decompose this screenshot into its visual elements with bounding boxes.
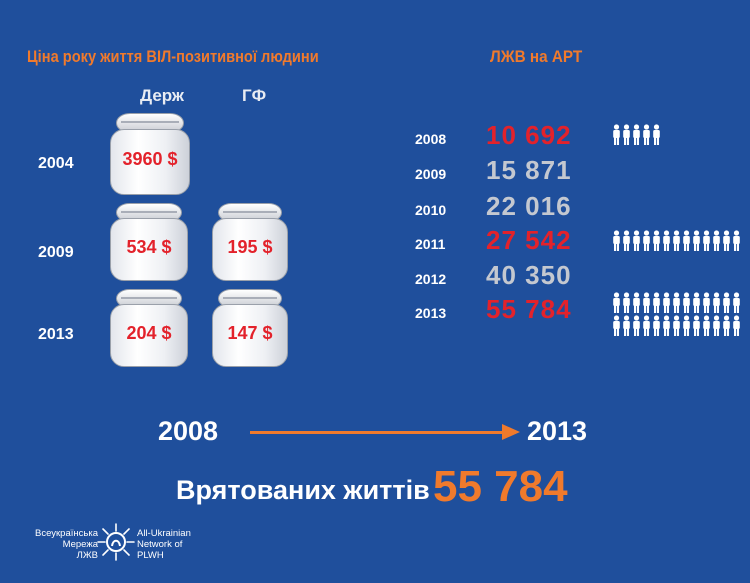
network-logo-icon	[97, 523, 135, 561]
plwh-year-2011: 2011	[415, 236, 446, 252]
logo-ua-line: ЛЖВ	[76, 550, 98, 561]
person-icon	[712, 315, 721, 336]
jar-body	[110, 128, 190, 195]
jar-body	[212, 303, 288, 367]
person-icon	[702, 230, 711, 251]
timeline-from: 2008	[158, 416, 219, 446]
saved-lives-label: Врятованих життів	[176, 475, 430, 505]
price-gov-2004: 3960 $	[122, 149, 178, 170]
person-icon	[682, 230, 691, 251]
person-icon	[662, 315, 671, 336]
jar-body	[212, 217, 288, 281]
person-icon	[612, 292, 621, 313]
person-icon	[622, 230, 631, 251]
person-icon	[722, 315, 731, 336]
jar-body	[110, 217, 188, 281]
person-icon	[652, 230, 661, 251]
person-icon	[682, 315, 691, 336]
jar-body	[110, 303, 188, 367]
person-icon	[612, 124, 621, 145]
person-icon	[642, 292, 651, 313]
person-icon	[632, 292, 641, 313]
person-icon	[672, 315, 681, 336]
price-gov-2009: 534 $	[126, 237, 172, 258]
person-icon	[722, 292, 731, 313]
plwh-value-2009: 15 871	[486, 155, 572, 185]
person-icon	[622, 292, 631, 313]
timeline-to: 2013	[527, 416, 588, 446]
cost-year-2009: 2009	[38, 244, 74, 261]
price-gov-2013: 204 $	[126, 323, 172, 344]
plwh-year-2008: 2008	[415, 131, 447, 147]
person-icon	[652, 124, 661, 145]
plwh-value-2008: 10 692	[486, 120, 572, 150]
person-icon	[622, 124, 631, 145]
person-icon	[702, 292, 711, 313]
price-gf-2013: 147 $	[227, 323, 273, 344]
timeline-arrow-line	[250, 431, 508, 434]
person-icon	[652, 292, 661, 313]
plwh-title: ЛЖВ на АРТ	[490, 47, 583, 66]
logo-text-en: All-Ukrainian Network of PLWH	[137, 528, 191, 561]
jar-gov-2004: 3960 $	[110, 113, 190, 195]
logo-ua-line: Всеукраїнська	[35, 528, 98, 539]
person-icon	[692, 315, 701, 336]
plwh-value-2010: 22 016	[486, 191, 572, 221]
jar-gov-2013: 204 $	[110, 289, 188, 367]
plwh-year-2013: 2013	[415, 305, 447, 321]
person-icon	[722, 230, 731, 251]
person-icon	[672, 292, 681, 313]
jar-gf-2009: 195 $	[212, 203, 288, 281]
person-icon	[682, 292, 691, 313]
person-icon	[612, 230, 621, 251]
logo-ua-line: Мережа	[62, 539, 98, 550]
jar-gov-2009: 534 $	[110, 203, 188, 281]
person-icon	[622, 315, 631, 336]
plwh-value-2013: 55 784	[486, 294, 572, 324]
person-icon	[632, 230, 641, 251]
cost-year-2013: 2013	[38, 326, 74, 343]
logo-en-line: All-Ukrainian	[137, 528, 191, 539]
person-icon	[692, 230, 701, 251]
person-icon	[702, 315, 711, 336]
saved-lives-value: 55 784	[433, 462, 568, 511]
column-header-gf: ГФ	[242, 86, 267, 105]
person-icon	[662, 230, 671, 251]
plwh-value-2012: 40 350	[486, 260, 572, 290]
people-icons-2008	[612, 124, 661, 145]
person-icon	[732, 315, 741, 336]
logo-en-line: PLWH	[137, 550, 164, 561]
people-icons-2013-b	[612, 315, 741, 336]
person-icon	[632, 124, 641, 145]
person-icon	[652, 315, 661, 336]
person-icon	[732, 292, 741, 313]
cost-year-2004: 2004	[38, 155, 74, 172]
arrow-right-icon	[502, 424, 520, 440]
person-icon	[642, 230, 651, 251]
column-header-gov: Держ	[140, 86, 184, 105]
logo-en-line: Network of	[137, 539, 183, 550]
person-icon	[712, 292, 721, 313]
person-icon	[612, 315, 621, 336]
plwh-year-2010: 2010	[415, 202, 447, 218]
person-icon	[672, 230, 681, 251]
jar-gf-2013: 147 $	[212, 289, 288, 367]
plwh-value-2011: 27 542	[486, 225, 572, 255]
person-icon	[632, 315, 641, 336]
plwh-year-2009: 2009	[415, 166, 447, 182]
person-icon	[732, 230, 741, 251]
person-icon	[662, 292, 671, 313]
people-icons-2013-a	[612, 292, 741, 313]
person-icon	[712, 230, 721, 251]
price-gf-2009: 195 $	[227, 237, 273, 258]
plwh-year-2012: 2012	[415, 271, 447, 287]
cost-title: Ціна року життя ВІЛ-позитивної людини	[27, 47, 319, 66]
people-icons-2011	[612, 230, 741, 251]
person-icon	[642, 315, 651, 336]
person-icon	[642, 124, 651, 145]
logo-text-ua: Всеукраїнська Мережа ЛЖВ	[14, 528, 98, 561]
person-icon	[692, 292, 701, 313]
